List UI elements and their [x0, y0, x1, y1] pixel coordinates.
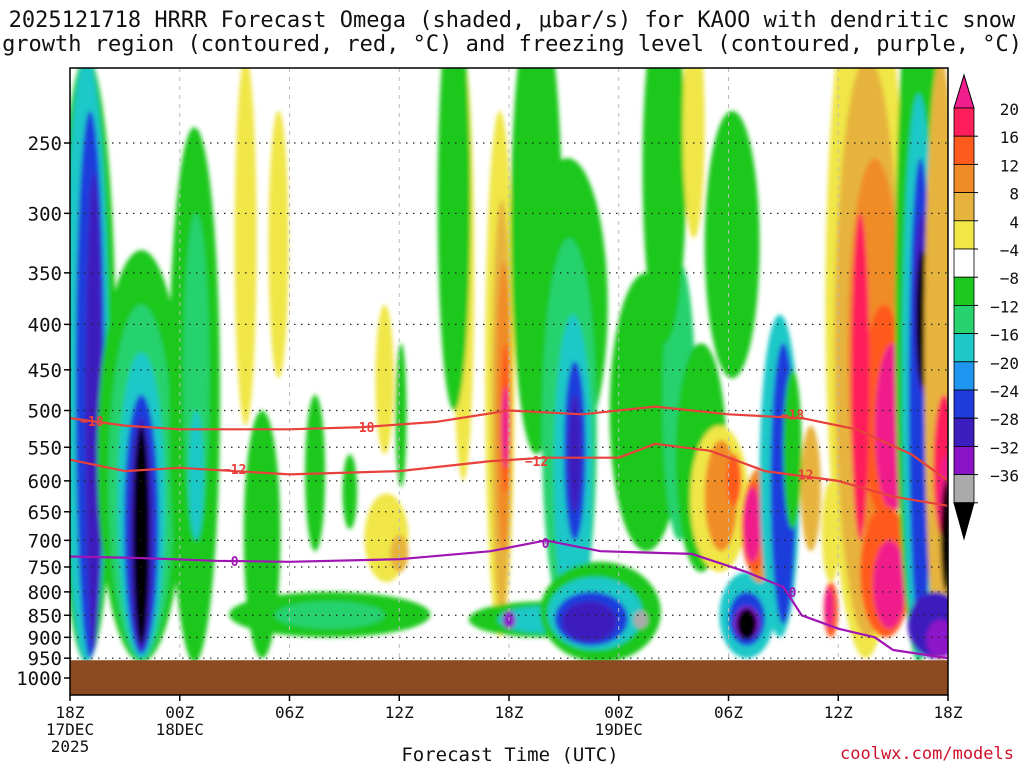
colorbar-label: −8: [1000, 269, 1019, 288]
colorbar-swatch: [954, 277, 974, 305]
y-tick-label-650: 650: [28, 502, 62, 524]
colorbar-label: −12: [990, 297, 1019, 316]
contour-label: 0: [542, 537, 550, 552]
omega-colorbar: 20 16 12 8 4 −4 −8 −12 −16 −20 −24 −28 −32 −36: [954, 75, 1019, 539]
omega-blob: [743, 487, 761, 562]
colorbar-label: 8: [1009, 185, 1019, 204]
colorbar-swatch: [954, 249, 974, 277]
y-tick-label-350: 350: [28, 263, 62, 285]
y-tick-label-1000: 1000: [16, 668, 62, 690]
omega-blob: [562, 601, 617, 641]
colorbar-label: −16: [990, 326, 1019, 345]
omega-blob: [375, 305, 393, 455]
colorbar-swatch: [954, 305, 974, 333]
contour-label: −18: [351, 421, 375, 436]
colorbar-top-cap: [954, 75, 974, 108]
colorbar-label: −36: [990, 467, 1019, 486]
colorbar-label: 4: [1009, 213, 1019, 232]
colorbar-swatch: [954, 334, 974, 362]
colorbar-swatch: [954, 108, 974, 136]
omega-blob: [851, 213, 869, 540]
colorbar-swatch: [954, 390, 974, 418]
x-tick-label: 12Z: [824, 703, 853, 722]
colorbar-swatch: [954, 446, 974, 474]
contour-label: −12: [525, 455, 548, 470]
y-tick-label-700: 700: [28, 530, 62, 552]
colorbar-label: −24: [990, 382, 1019, 401]
y-tick-label-800: 800: [28, 582, 62, 604]
contour-label: 0: [789, 586, 797, 601]
x-tick-label: 12Z: [385, 703, 414, 722]
colorbar-label: 16: [1000, 128, 1019, 147]
colorbar-swatch: [954, 193, 974, 221]
y-tick-label-400: 400: [28, 314, 62, 336]
omega-shaded-field: [57, 0, 962, 662]
omega-blob: [268, 111, 288, 379]
y-tick-label-450: 450: [28, 360, 62, 382]
contour-label: 0: [231, 555, 239, 570]
y-tick-label-300: 300: [28, 203, 62, 225]
omega-blob: [501, 387, 509, 468]
y-tick-label-550: 550: [28, 437, 62, 459]
omega-blob: [783, 370, 801, 529]
x-tick-label: 18DEC: [156, 720, 204, 739]
y-tick-label-250: 250: [28, 133, 62, 155]
x-tick-label: 06Z: [714, 703, 743, 722]
omega-blob: [643, 0, 687, 343]
contour-label: −12: [223, 463, 246, 478]
colorbar-label: −4: [1000, 241, 1019, 260]
omega-blob: [633, 611, 648, 629]
omega-blob: [133, 426, 149, 644]
y-tick-label-500: 500: [28, 401, 62, 423]
omega-blob: [926, 620, 955, 658]
x-tick-label: 18Z: [934, 703, 963, 722]
x-tick-label: 19DEC: [595, 720, 643, 739]
omega-time-height-chart: −18 −18 −18 −12 −12 −12 0 0 0 250 300 350 400 450 500…: [0, 0, 1024, 768]
colorbar-label: −20: [990, 354, 1019, 373]
colorbar-label: 12: [1000, 156, 1019, 175]
omega-blob: [941, 481, 952, 592]
colorbar-label: 20: [1000, 100, 1019, 119]
pressure-axis: 2503003504004505005506006507007508008509…: [16, 133, 70, 690]
ground-below-surface: [70, 660, 948, 695]
colorbar-label: −32: [990, 438, 1019, 457]
colorbar-label: −28: [990, 410, 1019, 429]
y-tick-label-600: 600: [28, 471, 62, 493]
omega-blob: [825, 587, 834, 629]
source-credit: coolwx.com/models: [840, 744, 1014, 764]
colorbar-swatch: [954, 136, 974, 164]
x-tick-label: 06Z: [275, 703, 304, 722]
colorbar-swatch: [954, 164, 974, 192]
colorbar-swatch: [954, 418, 974, 446]
contour-label: −12: [790, 468, 813, 483]
omega-blob: [705, 111, 760, 379]
colorbar-swatch: [954, 475, 974, 503]
y-tick-label-950: 950: [28, 648, 62, 670]
omega-blob: [801, 426, 821, 552]
colorbar-swatch: [954, 362, 974, 390]
omega-blob: [924, 57, 957, 662]
omega-blob: [737, 608, 757, 639]
colorbar-swatch: [954, 221, 974, 249]
colorbar-bottom-cap: [954, 503, 974, 539]
omega-blob: [343, 454, 358, 529]
omega-blob: [683, 16, 705, 238]
y-tick-label-850: 850: [28, 605, 62, 627]
omega-blob: [396, 343, 407, 487]
x-tick-label: 18Z: [495, 703, 524, 722]
omega-blob: [568, 395, 581, 512]
omega-blobs: [57, 0, 962, 662]
omega-blob: [438, 0, 471, 411]
y-tick-label-750: 750: [28, 557, 62, 579]
contour-label: −18: [781, 408, 805, 423]
y-tick-label-900: 900: [28, 627, 62, 649]
contour-label: −18: [80, 415, 104, 430]
